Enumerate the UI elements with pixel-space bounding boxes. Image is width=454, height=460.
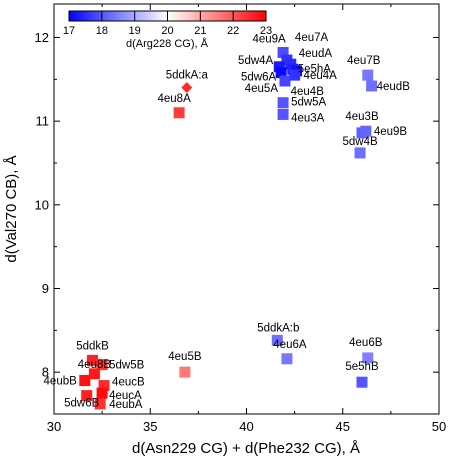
point-label: 4eu8A [157, 93, 191, 105]
point-label: 5ddkB [76, 340, 109, 352]
colorbar-tick-label: 18 [96, 25, 108, 37]
point-label: 4eubA [109, 399, 143, 411]
point-label: 4eu6B [349, 337, 383, 349]
point-label: 5e5hA [298, 63, 332, 75]
data-point [360, 125, 372, 137]
point-label: 4eu3B [345, 111, 379, 123]
data-point [173, 107, 185, 119]
colorbar-ticks: 17 18 19 20 21 22 23 [63, 11, 272, 37]
colorbar: 17 18 19 20 21 22 23 d(Arg228 CG), Å [63, 10, 272, 50]
data-point [87, 354, 98, 366]
x-tick-label: 40 [239, 419, 253, 434]
x-tick-label: 35 [143, 419, 157, 434]
point-label: 4eubB [44, 376, 78, 388]
data-point [179, 366, 191, 378]
point-label: 4eu9B [374, 126, 408, 138]
data-point [277, 108, 289, 120]
point-label: 4eu7B [347, 55, 381, 67]
point-label: 5e5hB [345, 361, 379, 373]
data-point [88, 368, 100, 380]
y-tick-label: 10 [35, 197, 49, 212]
point-label: 5dw6B [64, 398, 99, 410]
data-point [354, 147, 366, 159]
data-point-diamond [181, 82, 193, 94]
point-label: 4eu7A [295, 32, 329, 44]
y-axis-label: d(Val270 CB), Å [3, 155, 20, 262]
point-label: 4eu5B [168, 351, 202, 363]
data-point [289, 69, 301, 81]
data-point [279, 75, 291, 87]
data-point [281, 353, 293, 365]
data-point [275, 67, 287, 79]
data-point [96, 359, 108, 371]
point-label: 4eucA [109, 390, 142, 402]
data-point [277, 47, 289, 59]
data-point [362, 352, 374, 364]
x-axis-label: d(Asn229 CG) + d(Phe232 CG), Å [132, 440, 360, 457]
x-tick-label: 30 [47, 419, 61, 434]
data-point [79, 375, 91, 387]
point-label: 5dw6A [241, 72, 276, 84]
point-labels: 4eu9A 4eu7A 4eudA 5e5hA 5dw4A 4eu4A 5dw6A4eu5A… [44, 32, 411, 411]
colorbar-tick-label: 23 [260, 25, 272, 37]
colorbar-tick-label: 22 [227, 25, 239, 37]
data-point [362, 69, 374, 81]
y-tick-label: 12 [35, 30, 49, 45]
data-point [277, 97, 289, 109]
point-label: 4eu5A [245, 83, 279, 95]
point-label: 4eudB [377, 81, 411, 93]
data-point [81, 390, 93, 402]
data-points [79, 47, 378, 410]
data-point [271, 334, 283, 346]
colorbar-tick-label: 21 [194, 25, 206, 37]
tick-labels: 30 35 40 45 50 8 9 10 11 12 [35, 30, 447, 434]
data-point [366, 80, 378, 92]
colorbar-tick-label: 20 [161, 25, 173, 37]
point-label: 5dw5A [291, 97, 326, 109]
y-tick-label: 8 [42, 365, 49, 380]
point-label: 4eucB [112, 377, 145, 389]
point-label: 5ddkA:b [257, 322, 299, 334]
colorbar-tick-label: 17 [63, 25, 75, 37]
colorbar-title: d(Arg228 CG), Å [126, 37, 209, 50]
x-tick-label: 45 [336, 419, 350, 434]
colorbar-tick-label: 19 [129, 25, 141, 37]
point-label: 5ddkA:a [166, 70, 209, 82]
point-label: 4eu3A [291, 112, 325, 124]
point-label: 5dw4A [238, 55, 273, 67]
point-label: 4eu9A [252, 34, 286, 46]
data-point [94, 398, 106, 410]
point-label: 5dw5B [109, 360, 144, 372]
point-label: 4eu8B [78, 359, 112, 371]
data-point [96, 387, 108, 399]
point-label: 5dw4B [342, 136, 377, 148]
point-label: 4eudA [299, 48, 333, 60]
point-label: 4eu4B [291, 86, 325, 98]
y-tick-label: 11 [36, 114, 50, 129]
y-tick-label: 9 [42, 281, 49, 296]
point-label: 4eu6A [273, 339, 307, 351]
axis-ticks [53, 4, 440, 415]
x-tick-label: 50 [432, 419, 446, 434]
plot-frame [53, 3, 440, 415]
data-point [356, 376, 368, 388]
data-point [273, 61, 285, 73]
data-point [98, 380, 110, 392]
point-label: 4eu4A [304, 70, 338, 82]
